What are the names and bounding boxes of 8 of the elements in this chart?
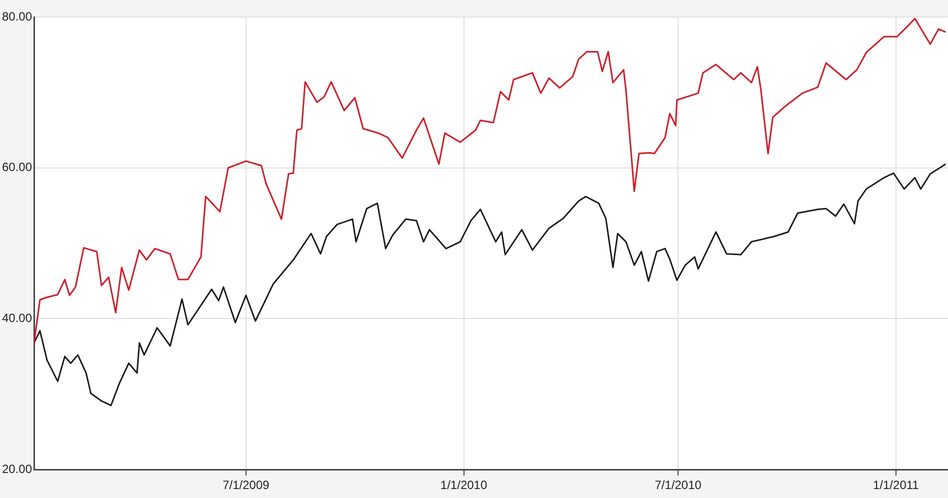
x-tick-label: 1/1/2010 xyxy=(440,478,488,492)
x-tick-label: 7/1/2009 xyxy=(222,478,270,492)
y-tick-label: 40.00 xyxy=(2,311,32,326)
x-tick-label: 1/1/2011 xyxy=(872,478,920,492)
x-tick-label: 7/1/2010 xyxy=(654,478,702,492)
y-tick-label: 60.00 xyxy=(2,160,32,174)
y-tick-label: 20.00 xyxy=(2,462,32,476)
y-tick-label: 80.00 xyxy=(2,9,32,24)
